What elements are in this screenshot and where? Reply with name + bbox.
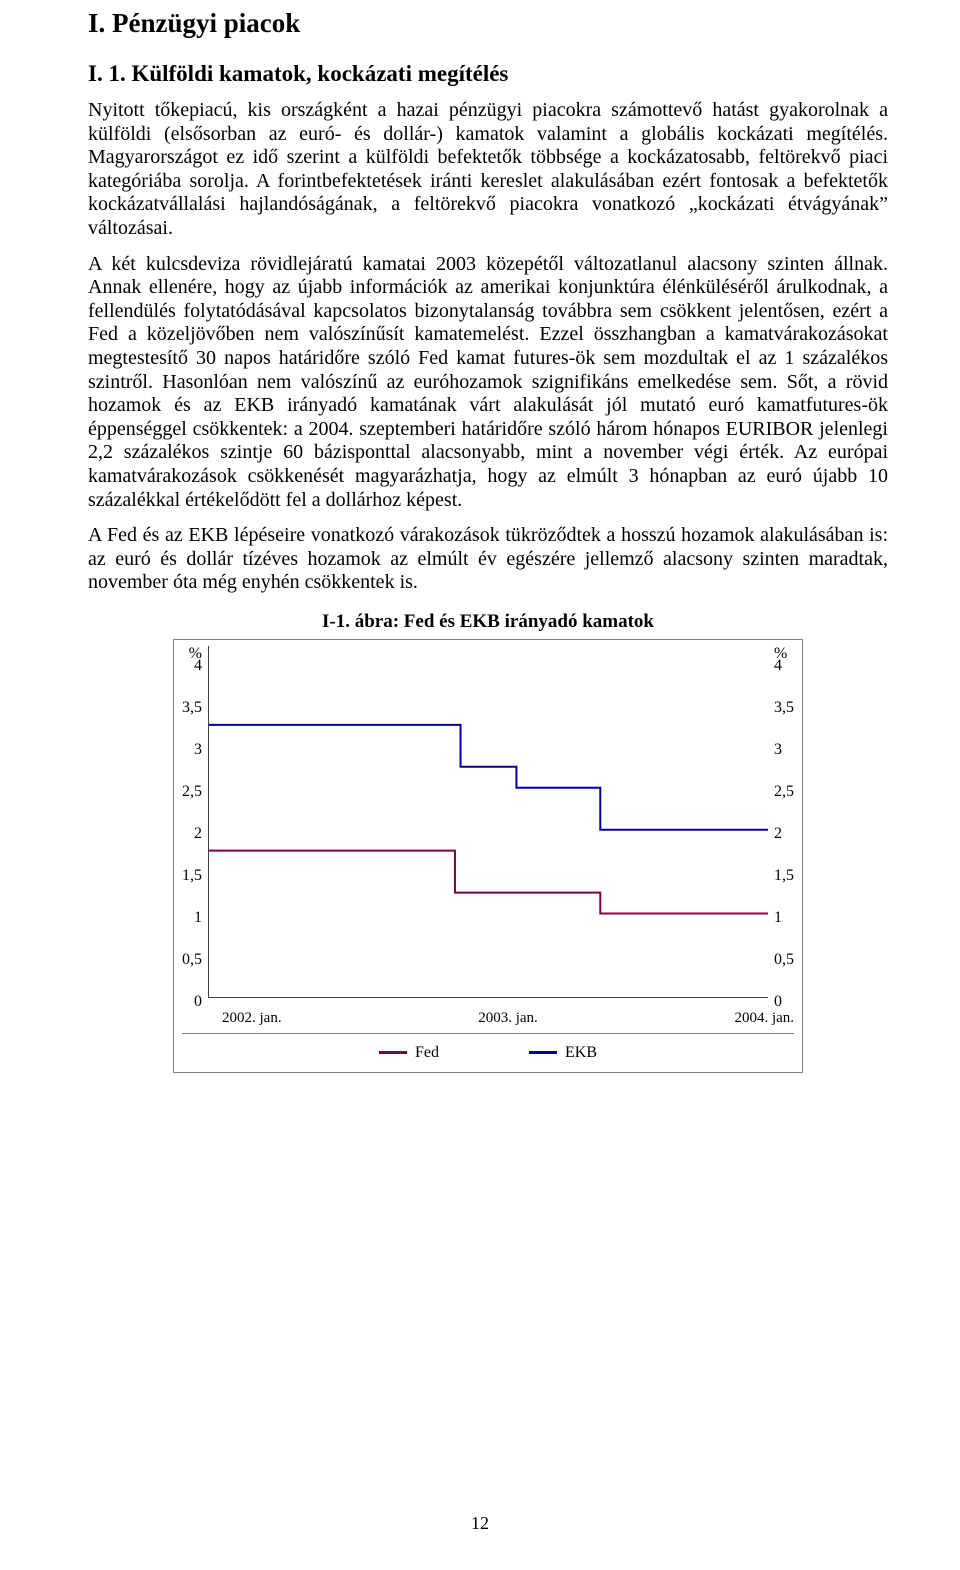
paragraph-3: A Fed és az EKB lépéseire vonatkozó vára… <box>88 524 888 595</box>
plot-row: % 4 3,5 3 2,5 2 1,5 1 0,5 0 <box>182 646 794 1006</box>
chart-legend: Fed EKB <box>182 1033 794 1062</box>
x-tick: 2004. jan. <box>603 1010 794 1027</box>
y-tick: 3,5 <box>182 704 202 746</box>
y-axis-right: % 4 3,5 3 2,5 2 1,5 1 0,5 0 <box>768 646 794 1006</box>
y-tick: 2,5 <box>774 788 794 830</box>
paragraph-1: Nyitott tőkepiacú, kis országként a haza… <box>88 99 888 241</box>
y-tick: 0 <box>774 998 782 1006</box>
legend-swatch-ekb <box>529 1051 557 1054</box>
chart-outer: % 4 3,5 3 2,5 2 1,5 1 0,5 0 <box>88 639 888 1073</box>
y-tick: 2 <box>774 830 782 872</box>
chart-body: % 4 3,5 3 2,5 2 1,5 1 0,5 0 <box>182 646 794 1062</box>
series-fed <box>209 851 768 914</box>
x-axis: 2002. jan. 2003. jan. 2004. jan. <box>182 1010 794 1027</box>
x-tick: 2002. jan. <box>222 1010 413 1027</box>
y-tick: 3,5 <box>774 704 794 746</box>
chart-svg <box>209 662 768 997</box>
y-tick: 0 <box>194 998 202 1006</box>
y-tick: 1 <box>194 914 202 956</box>
paragraph-2: A két kulcsdeviza rövidlejáratú kamatai … <box>88 253 888 513</box>
y-tick: 3 <box>774 746 782 788</box>
chart-frame: % 4 3,5 3 2,5 2 1,5 1 0,5 0 <box>173 639 803 1073</box>
legend-label-fed: Fed <box>415 1044 439 1062</box>
x-tick: 2003. jan. <box>413 1010 604 1027</box>
y-tick: 4 <box>194 662 202 704</box>
y-tick: 0,5 <box>774 956 794 998</box>
y-tick: 1,5 <box>774 872 794 914</box>
y-tick: 0,5 <box>182 956 202 998</box>
heading-main: I. Pénzügyi piacok <box>88 8 888 39</box>
legend-swatch-fed <box>379 1051 407 1054</box>
legend-item-fed: Fed <box>379 1044 439 1062</box>
heading-sub: I. 1. Külföldi kamatok, kockázati megíté… <box>88 61 888 87</box>
page-number: 12 <box>0 1513 960 1534</box>
y-tick: 2 <box>194 830 202 872</box>
y-tick: 1,5 <box>182 872 202 914</box>
y-tick: 2,5 <box>182 788 202 830</box>
chart-title: I-1. ábra: Fed és EKB irányadó kamatok <box>88 611 888 633</box>
y-tick: 4 <box>774 662 782 704</box>
series-ekb <box>209 725 768 830</box>
y-tick: 1 <box>774 914 782 956</box>
y-axis-left: % 4 3,5 3 2,5 2 1,5 1 0,5 0 <box>182 646 208 1006</box>
plot-area <box>208 646 768 998</box>
y-tick: 3 <box>194 746 202 788</box>
page-container: I. Pénzügyi piacok I. 1. Külföldi kamato… <box>0 0 960 1570</box>
legend-item-ekb: EKB <box>529 1044 597 1062</box>
legend-label-ekb: EKB <box>565 1044 597 1062</box>
